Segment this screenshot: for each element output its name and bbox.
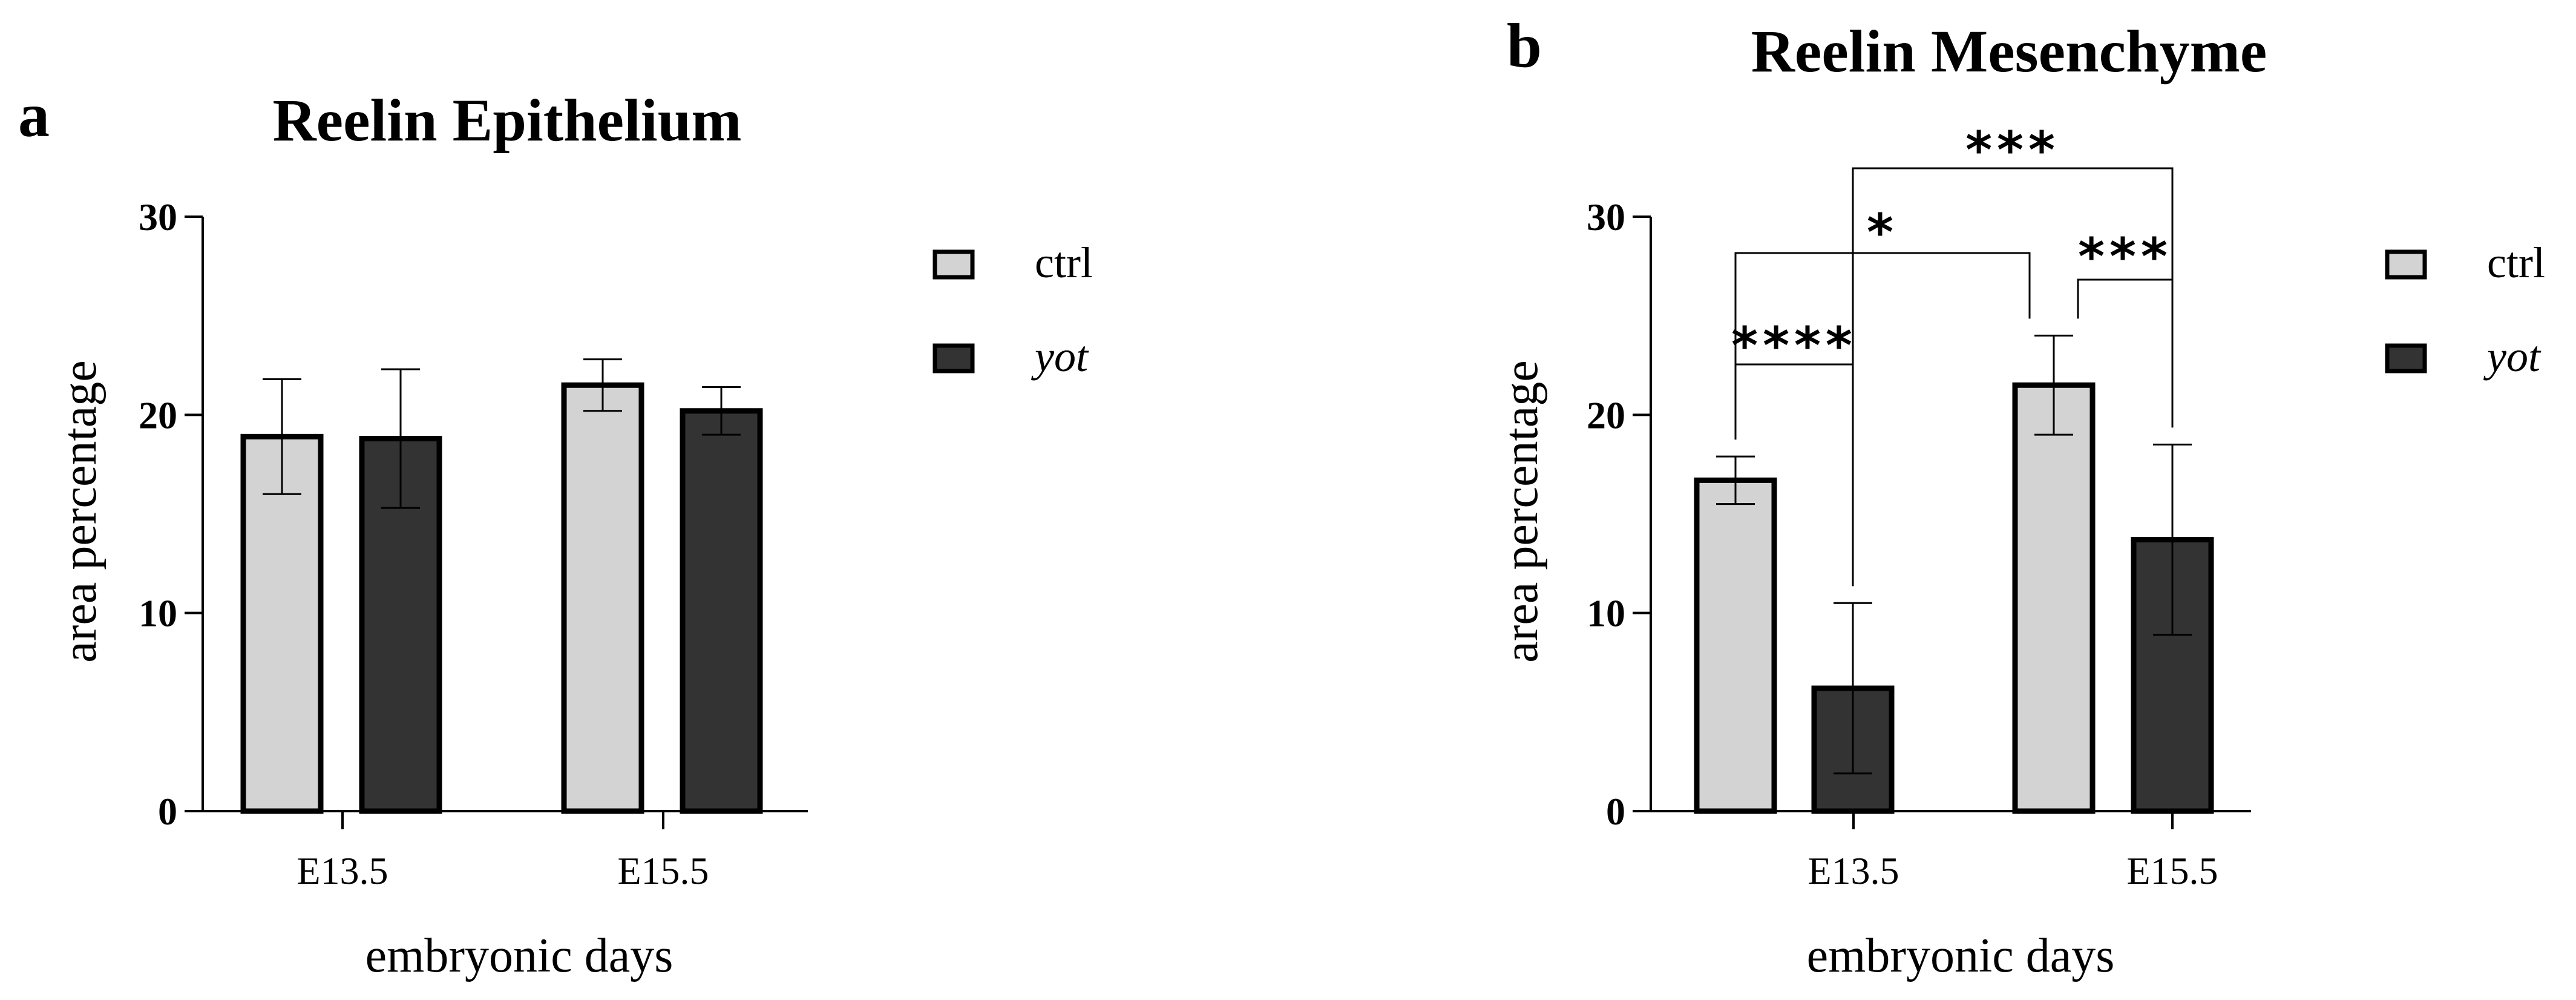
panel-a-y-tick-label: 0 bbox=[158, 790, 177, 833]
panel-b-bar-e15-5-ctrl bbox=[2012, 382, 2096, 814]
panel-b-sig-bracket bbox=[1734, 252, 2031, 440]
panel-b-legend-label-ctrl: ctrl bbox=[2487, 238, 2545, 287]
panel-a-plot: 0 10 20 30 E13.5 E15.5 bbox=[139, 196, 808, 892]
panel-b-xlabel: embryonic days bbox=[1807, 929, 2115, 982]
panel-a: a Reelin Epithelium 0 10 20 30 E13.5 E15.5 em… bbox=[18, 81, 1093, 982]
panel-a-legend: ctrl yot bbox=[932, 238, 1093, 381]
panel-a-legend-label-ctrl: ctrl bbox=[1035, 238, 1093, 287]
panel-b-x-tick-label: E13.5 bbox=[1807, 849, 1899, 892]
panel-a-letter: a bbox=[18, 81, 50, 150]
panel-a-xlabel: embryonic days bbox=[365, 929, 673, 982]
panel-b-legend-swatch-ctrl bbox=[2385, 249, 2427, 280]
panel-b-letter: b bbox=[1507, 11, 1542, 81]
panel-a-bar-e15-5-ctrl bbox=[561, 382, 644, 814]
panel-b-y-tick-label: 0 bbox=[1606, 790, 1625, 833]
panel-a-x-tick-label: E13.5 bbox=[297, 849, 388, 892]
panel-b-x-tick-label: E15.5 bbox=[2126, 849, 2218, 892]
panel-a-bar-e13-5-ctrl bbox=[240, 433, 324, 814]
panel-b-bar-e13-5-ctrl bbox=[1694, 477, 1777, 814]
panel-a-title: Reelin Epithelium bbox=[272, 87, 741, 154]
panel-a-ylabel: area percentage bbox=[53, 360, 107, 663]
panel-b-y-tick-label: 20 bbox=[1587, 393, 1625, 436]
panel-a-legend-swatch-ctrl bbox=[932, 249, 975, 280]
panel-b-ylabel: area percentage bbox=[1495, 360, 1548, 663]
panel-b-legend-swatch-yot bbox=[2385, 343, 2427, 373]
panel-b-legend: ctrl yot bbox=[2385, 238, 2545, 381]
panel-b-sig-label: *** bbox=[2078, 227, 2172, 286]
panel-a-y-tick-label: 10 bbox=[139, 592, 177, 635]
panel-b-sig-bracket bbox=[1852, 167, 2174, 587]
panel-a-x-tick-label: E15.5 bbox=[617, 849, 709, 892]
panel-b-y-tick-label: 10 bbox=[1587, 592, 1625, 635]
panel-a-y-tick-label: 20 bbox=[139, 393, 177, 436]
panel-b-sig-label: **** bbox=[1731, 316, 1857, 375]
panel-a-bar-e15-5-yot bbox=[680, 408, 763, 814]
panel-a-y-tick-label: 30 bbox=[139, 196, 177, 238]
panel-b-legend-label-yot: yot bbox=[2483, 332, 2542, 381]
panel-b-sig-label: *** bbox=[1965, 120, 2060, 180]
panel-a-legend-label-yot: yot bbox=[1031, 332, 1089, 381]
panel-b-sig-label: * bbox=[1867, 203, 1898, 262]
panel-a-legend-swatch-yot bbox=[932, 343, 975, 373]
panel-b-title: Reelin Mesenchyme bbox=[1751, 18, 2267, 85]
panel-b-y-tick-label: 30 bbox=[1587, 196, 1625, 238]
